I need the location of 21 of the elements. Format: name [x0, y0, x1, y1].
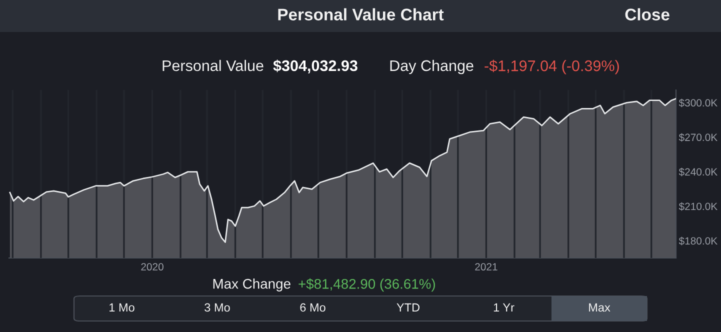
- text: -$1,197.04 (-0.39%): [484, 60, 619, 74]
- text: 1 Mo: [110, 303, 134, 312]
- y-tick-label: $180.0K: [678, 236, 718, 246]
- text: +$81,482.90 (36.61%): [298, 278, 435, 292]
- text: 3 Mo: [204, 303, 230, 312]
- text: Personal Value: [162, 60, 264, 72]
- x-tick-label: 2021: [475, 263, 498, 271]
- chart-title: Personal Value Chart: [278, 8, 444, 20]
- y-tick-label: $300.0K: [678, 98, 718, 108]
- text: Max: [589, 303, 610, 312]
- text: Close: [625, 8, 670, 20]
- text: YTD: [396, 303, 420, 312]
- x-tick-label: 2020: [141, 263, 164, 271]
- text: 6 Mo: [300, 303, 326, 312]
- y-tick-label: $210.0K: [678, 202, 718, 211]
- text: $304,032.93: [273, 60, 358, 74]
- text: 1 Yr: [494, 303, 514, 312]
- y-tick-label: $240.0K: [678, 168, 718, 176]
- text: Day Change: [390, 60, 474, 74]
- y-tick-label: $270.0K: [678, 133, 718, 142]
- text: Max Change: [213, 278, 290, 292]
